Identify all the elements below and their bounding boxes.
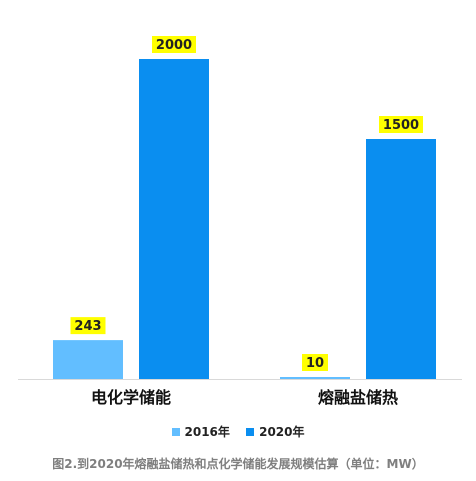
bar-0-1 [139, 59, 209, 379]
legend-label-2016: 2016年 [184, 425, 230, 439]
bar-0-0 [53, 340, 123, 379]
data-label-1-0: 10 [306, 356, 324, 371]
data-label-0-1: 2000 [156, 38, 192, 53]
figure-caption: 图2.到2020年熔融盐储热和点化学储能发展规模估算（单位：MW） [52, 457, 424, 471]
legend-swatch-2020 [246, 427, 255, 436]
legend-item-2016: 2016年 [171, 423, 230, 440]
category-label-0: 电化学储能 [91, 388, 171, 407]
category-label-1: 熔融盐储热 [318, 388, 398, 407]
legend-swatch-2016 [171, 427, 180, 436]
legend: 2016年 2020年 [0, 423, 476, 440]
data-label-1-1: 1500 [383, 118, 419, 133]
data-label-bg-0-0 [70, 317, 106, 335]
data-label-0-0: 243 [74, 319, 101, 334]
data-label-bg-1-0 [302, 354, 328, 371]
data-label-bg-1-1 [379, 116, 423, 133]
bar-1-1 [366, 139, 436, 379]
bar-chart: 243 2000 电化学储能 10 1500 熔融盐储热 [18, 36, 462, 407]
bar-1-0 [280, 377, 350, 379]
legend-item-2020: 2020年 [246, 423, 305, 440]
data-label-bg-0-1 [152, 36, 196, 53]
legend-label-2020: 2020年 [259, 425, 305, 439]
